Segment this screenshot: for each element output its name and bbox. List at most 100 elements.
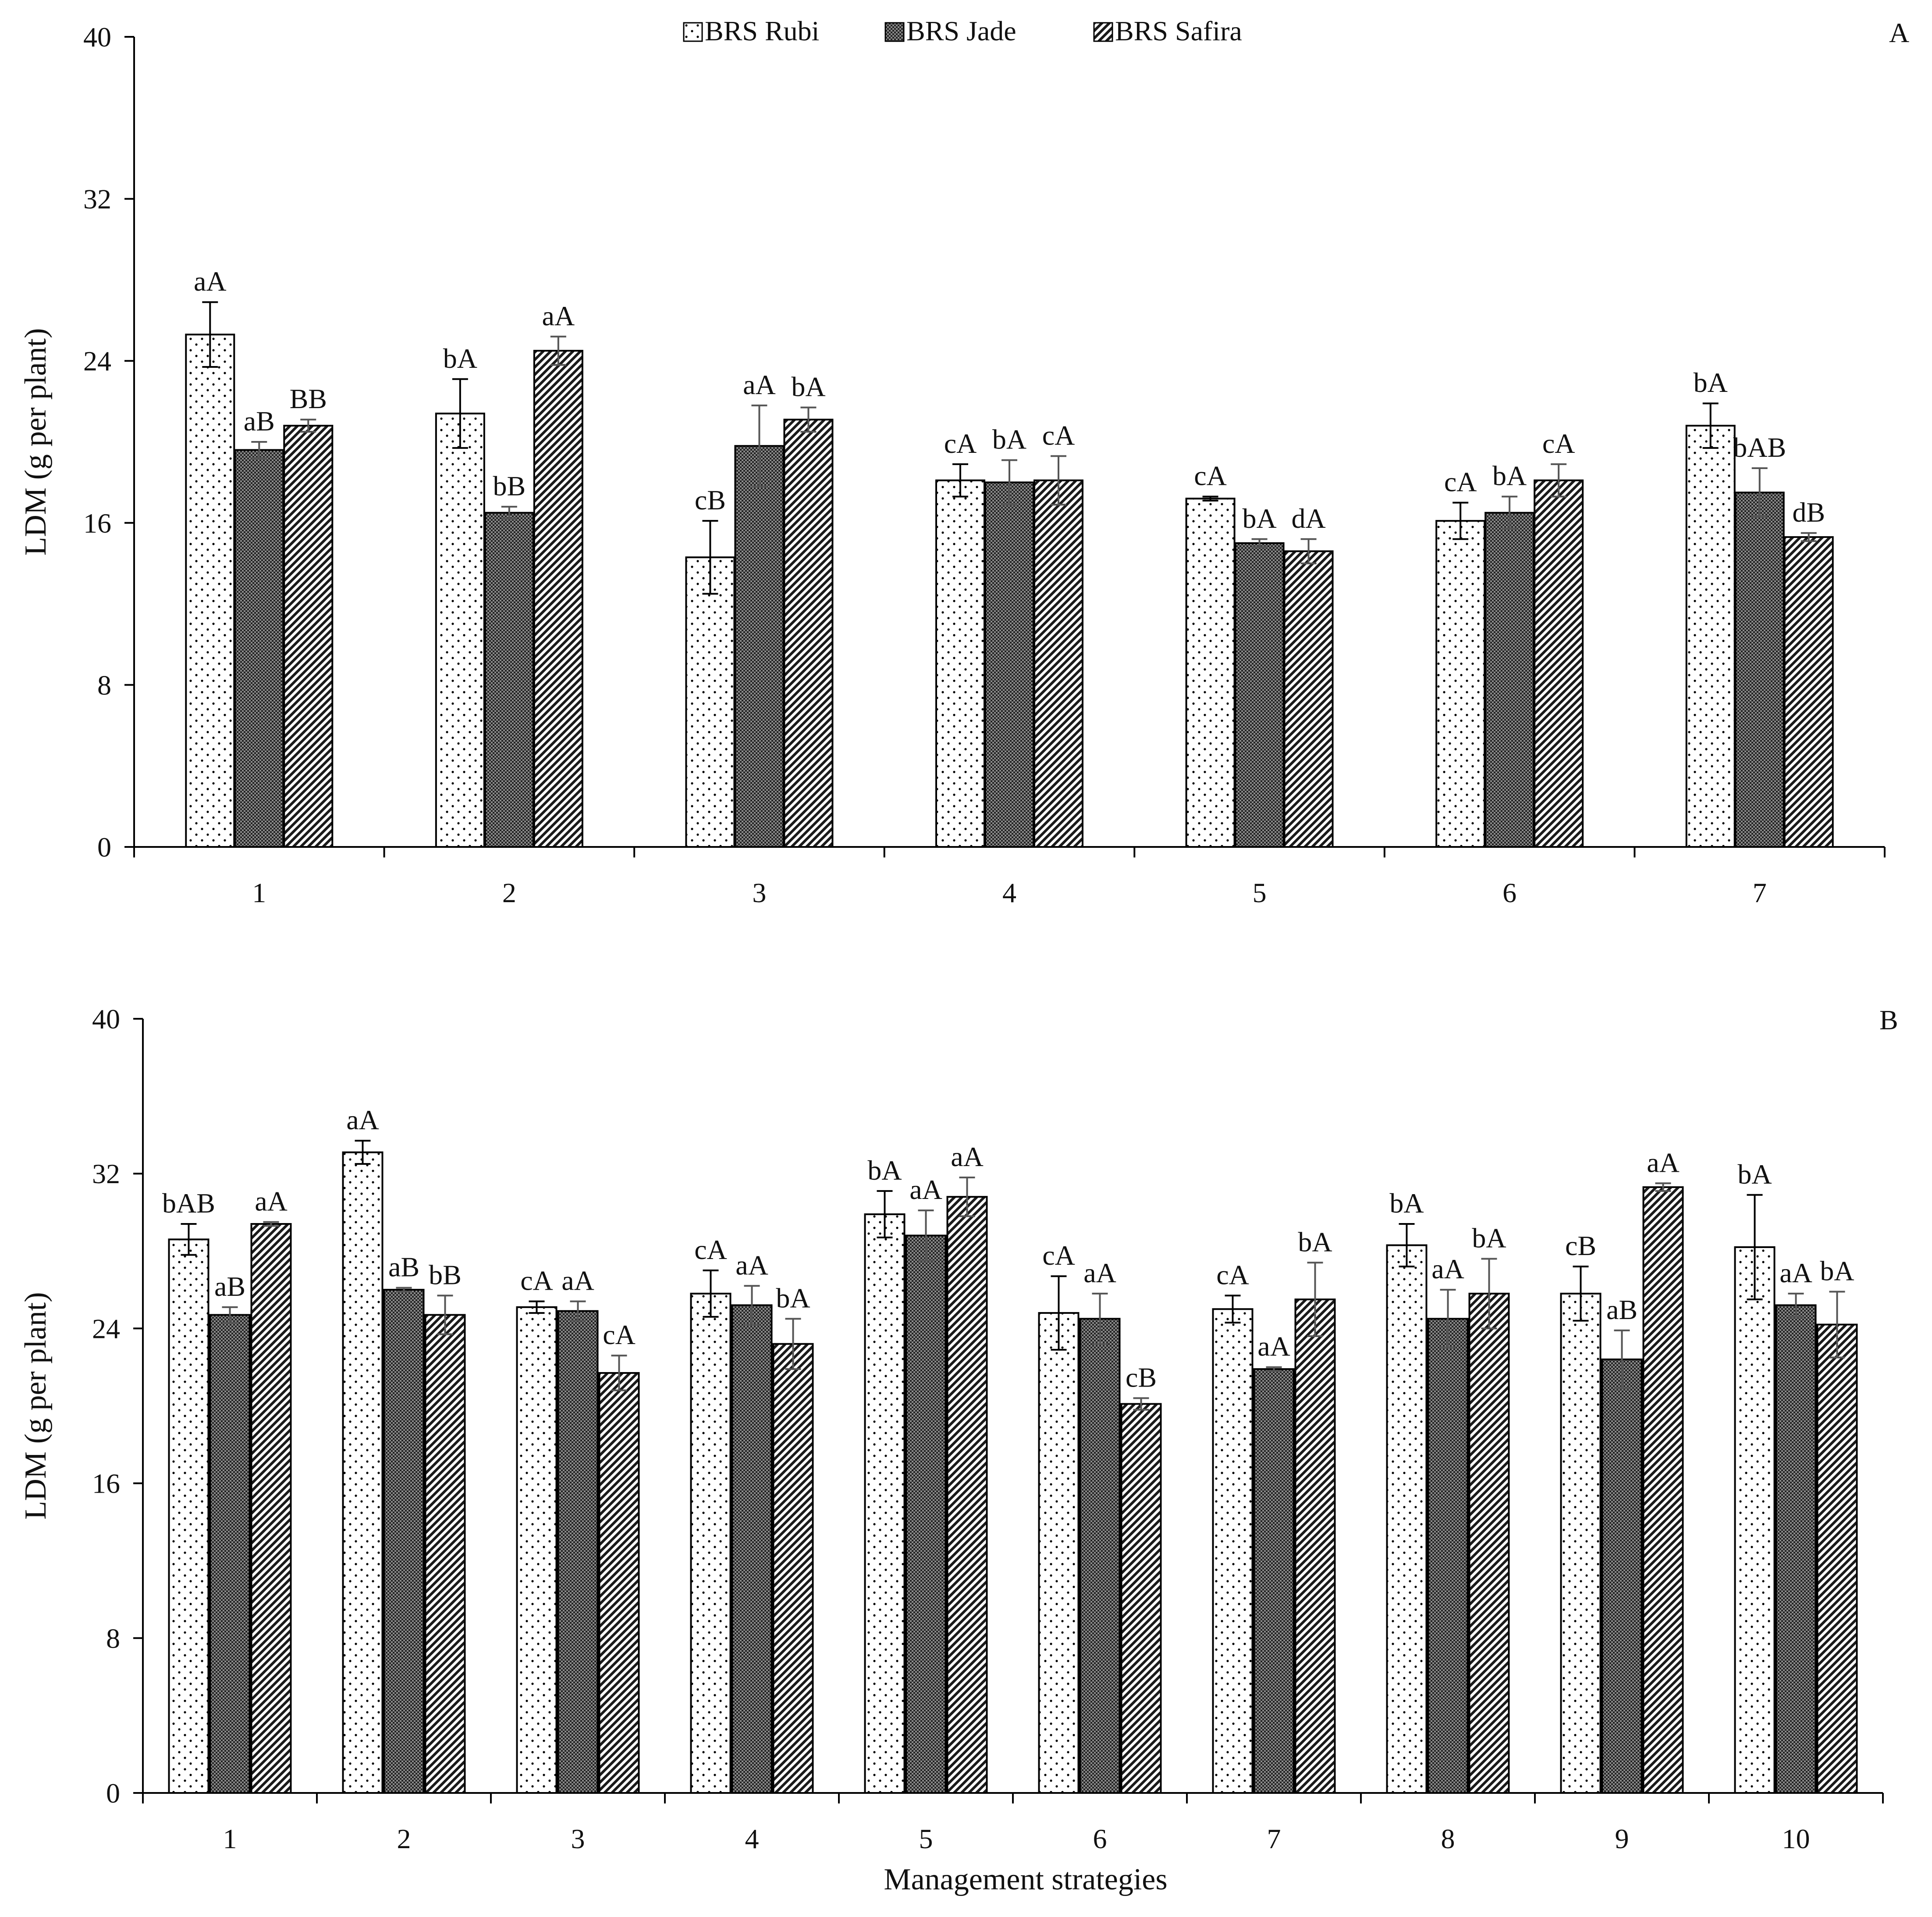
bar-a-brs-safira-6[interactable] [1534, 479, 1584, 848]
significance-label-a-brs-safira-3: bA [791, 371, 825, 402]
bar-a-brs-rubi-2[interactable] [435, 413, 485, 848]
significance-label-b-brs-rubi-3: cA [520, 1265, 553, 1296]
legend-swatch-brs-rubi [683, 22, 703, 42]
bar-b-brs-rubi-2[interactable] [342, 1151, 384, 1794]
significance-label-b-brs-rubi-4: cA [694, 1234, 727, 1265]
bar-b-brs-rubi-1[interactable] [168, 1238, 210, 1794]
significance-label-b-brs-rubi-7: cA [1216, 1259, 1249, 1290]
x-tick-label-a-2: 2 [502, 877, 516, 908]
significance-label-a-brs-jade-2: bB [493, 470, 526, 501]
bar-a-brs-rubi-3[interactable] [685, 556, 735, 848]
bar-b-brs-rubi-4[interactable] [690, 1292, 732, 1794]
legend-entry-brs-rubi[interactable]: BRS Rubi [683, 15, 819, 46]
x-tick-label-a-6: 6 [1502, 877, 1516, 908]
bar-a-brs-safira-4[interactable] [1033, 479, 1083, 848]
bar-b-brs-rubi-10[interactable] [1734, 1246, 1776, 1794]
x-axis-title: Management strategies [884, 1863, 1167, 1896]
y-tick-label-b-24: 24 [92, 1313, 120, 1344]
x-tick-label-b-8: 8 [1441, 1823, 1455, 1854]
bar-b-brs-rubi-3[interactable] [516, 1306, 558, 1794]
bar-a-brs-safira-5[interactable] [1283, 550, 1334, 848]
bar-a-brs-rubi-6[interactable] [1435, 520, 1486, 848]
bar-a-brs-rubi-1[interactable] [185, 334, 235, 848]
legend-entry-brs-jade[interactable]: BRS Jade [884, 15, 1016, 46]
bar-b-brs-rubi-9[interactable] [1560, 1292, 1602, 1794]
bar-a-brs-rubi-4[interactable] [935, 479, 985, 848]
significance-label-a-brs-safira-5: dA [1291, 503, 1325, 534]
bar-b-brs-rubi-5[interactable] [864, 1213, 906, 1794]
legend-entry-brs-safira[interactable]: BRS Safira [1093, 15, 1242, 46]
y-tick-label-b-32: 32 [92, 1158, 120, 1189]
significance-label-b-brs-jade-5: aA [909, 1174, 942, 1205]
x-tick-label-b-5: 5 [919, 1823, 933, 1854]
significance-label-b-brs-safira-1: aA [255, 1186, 288, 1217]
significance-label-b-brs-safira-6: cB [1126, 1362, 1157, 1393]
bar-b-brs-safira-8[interactable] [1468, 1292, 1510, 1794]
bar-a-brs-rubi-5[interactable] [1185, 498, 1236, 848]
bar-a-brs-jade-4[interactable] [984, 481, 1034, 848]
bar-b-brs-jade-6[interactable] [1079, 1318, 1121, 1794]
bar-a-brs-safira-1[interactable] [283, 425, 334, 848]
bar-a-brs-jade-1[interactable] [234, 449, 284, 848]
significance-label-a-brs-safira-1: BB [290, 383, 327, 414]
panel-b: 0 8 16 24 32 40 LDM (g per plant) 1 2 3 4 5 6 7 8 9 10 bA… [19, 1003, 1884, 1854]
significance-label-a-brs-rubi-2: bA [443, 343, 477, 374]
bar-b-brs-jade-8[interactable] [1427, 1318, 1469, 1794]
bar-b-brs-jade-10[interactable] [1775, 1304, 1817, 1794]
bar-b-brs-safira-5[interactable] [946, 1196, 988, 1794]
significance-label-a-brs-rubi-1: aA [194, 266, 227, 297]
y-tick-label-a-40: 40 [83, 21, 111, 53]
bar-b-brs-jade-1[interactable] [209, 1314, 251, 1794]
bar-a-brs-jade-2[interactable] [484, 512, 534, 848]
bar-b-brs-jade-9[interactable] [1601, 1359, 1643, 1794]
significance-label-b-brs-safira-9: aA [1647, 1147, 1680, 1178]
x-tick-label-a-3: 3 [752, 877, 766, 908]
bar-a-brs-rubi-7[interactable] [1685, 425, 1736, 848]
bar-a-brs-safira-7[interactable] [1783, 536, 1834, 848]
legend-label-brs-jade: BRS Jade [906, 15, 1016, 46]
significance-label-b-brs-jade-9: aB [1606, 1294, 1637, 1325]
bar-b-brs-safira-4[interactable] [772, 1343, 814, 1794]
panel-label-b: B [1879, 1004, 1898, 1035]
significance-label-b-brs-safira-7: bA [1298, 1226, 1332, 1257]
bar-b-brs-jade-2[interactable] [383, 1289, 425, 1794]
bar-a-brs-jade-5[interactable] [1234, 542, 1285, 848]
bar-b-brs-jade-4[interactable] [731, 1304, 773, 1794]
significance-label-a-brs-rubi-6: cA [1444, 466, 1477, 498]
bar-b-brs-safira-7[interactable] [1294, 1298, 1336, 1794]
x-tick-label-a-1: 1 [252, 877, 266, 908]
significance-label-b-brs-jade-4: aA [735, 1249, 768, 1280]
bar-a-brs-jade-7[interactable] [1734, 491, 1785, 848]
bar-b-brs-rubi-6[interactable] [1038, 1312, 1080, 1794]
significance-label-a-brs-safira-6: cA [1542, 428, 1575, 459]
bar-a-brs-safira-2[interactable] [533, 350, 583, 848]
y-tick-label-b-16: 16 [92, 1468, 120, 1499]
bar-b-brs-safira-3[interactable] [598, 1372, 640, 1794]
bar-b-brs-safira-10[interactable] [1816, 1323, 1858, 1794]
bar-b-brs-safira-2[interactable] [424, 1314, 466, 1794]
significance-label-b-brs-jade-6: aA [1083, 1257, 1116, 1288]
bar-b-brs-rubi-8[interactable] [1386, 1244, 1428, 1794]
bar-b-brs-jade-7[interactable] [1253, 1368, 1295, 1794]
bar-a-brs-jade-3[interactable] [734, 445, 785, 848]
bar-b-brs-jade-5[interactable] [905, 1234, 947, 1794]
x-tick-label-b-1: 1 [223, 1823, 237, 1854]
significance-label-a-brs-safira-4: cA [1042, 420, 1075, 451]
y-tick-label-a-24: 24 [83, 345, 111, 377]
significance-label-b-brs-safira-4: bA [776, 1282, 810, 1313]
bar-b-brs-rubi-7[interactable] [1212, 1308, 1254, 1794]
bar-a-brs-safira-3[interactable] [783, 419, 834, 848]
significance-label-b-brs-jade-8: aA [1431, 1253, 1464, 1284]
bar-a-brs-jade-6[interactable] [1485, 512, 1535, 848]
legend-swatch-brs-safira [1093, 22, 1113, 42]
significance-label-b-brs-safira-3: cA [603, 1319, 636, 1350]
bar-b-brs-jade-3[interactable] [557, 1310, 599, 1794]
y-tick-label-b-8: 8 [106, 1623, 120, 1654]
bar-b-brs-safira-9[interactable] [1642, 1186, 1684, 1794]
bar-b-brs-safira-6[interactable] [1120, 1403, 1162, 1794]
significance-label-b-brs-jade-2: aB [388, 1252, 419, 1283]
bar-b-brs-safira-1[interactable] [250, 1223, 292, 1794]
y-tick-label-a-16: 16 [83, 508, 111, 539]
